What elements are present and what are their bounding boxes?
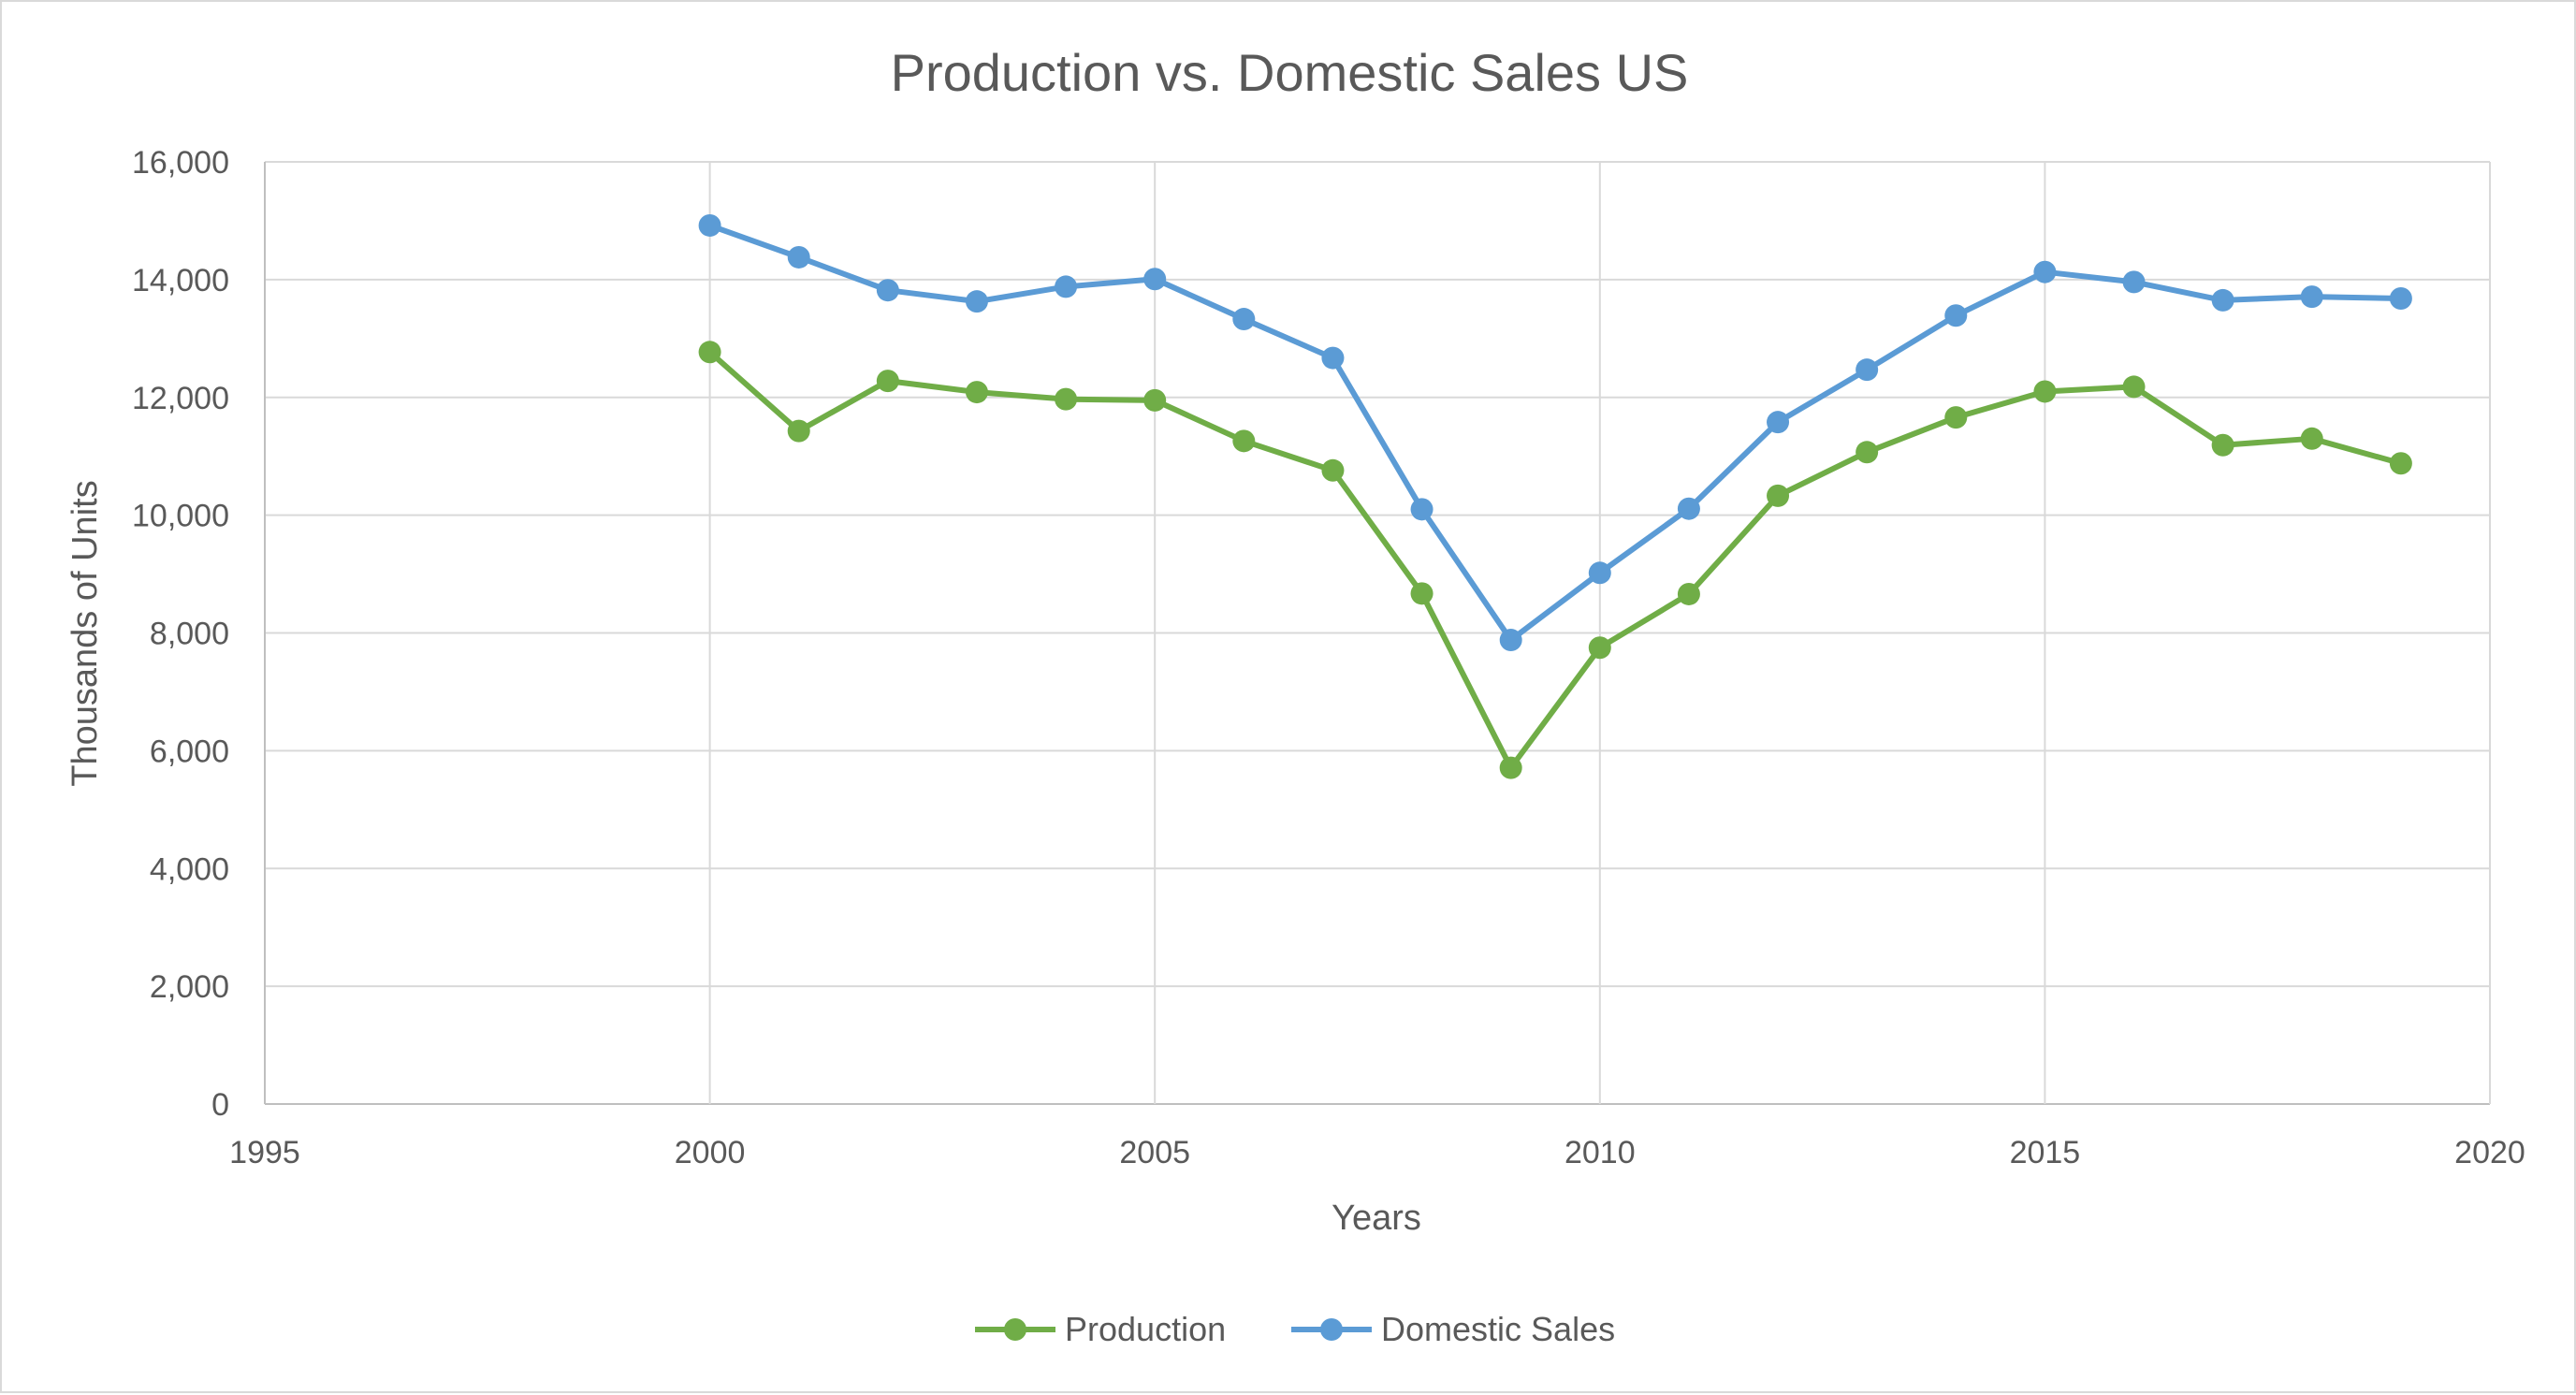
data-point-domestic-sales[interactable]	[787, 245, 810, 269]
y-tick-label: 14,000	[132, 263, 229, 298]
data-series	[698, 213, 2412, 779]
data-point-production[interactable]	[2300, 427, 2323, 450]
legend-marker-domestic-sales	[1320, 1318, 1343, 1341]
data-point-production[interactable]	[1588, 636, 1611, 660]
x-tick-label: 2010	[1565, 1135, 1636, 1170]
data-point-production[interactable]	[2389, 452, 2412, 475]
series-line-production	[706, 349, 2404, 771]
y-tick-label: 4,000	[150, 851, 229, 887]
data-point-production[interactable]	[1143, 388, 1167, 412]
data-point-domestic-sales[interactable]	[1410, 498, 1434, 521]
data-point-domestic-sales[interactable]	[965, 290, 988, 313]
data-point-production[interactable]	[787, 419, 810, 443]
legend-marker-production	[1004, 1318, 1026, 1341]
data-point-domestic-sales[interactable]	[1856, 358, 1879, 382]
data-point-domestic-sales[interactable]	[1767, 411, 1790, 434]
data-point-domestic-sales[interactable]	[1677, 497, 1700, 520]
x-axis-title: Years	[1332, 1199, 1421, 1238]
data-point-production[interactable]	[1321, 458, 1345, 482]
data-point-production[interactable]	[965, 381, 988, 404]
y-tick-label: 16,000	[132, 145, 229, 181]
data-point-domestic-sales[interactable]	[2122, 270, 2146, 294]
data-point-domestic-sales[interactable]	[1143, 268, 1167, 291]
y-tick-label: 10,000	[132, 499, 229, 534]
legend: Production Domestic Sales	[975, 1310, 1615, 1348]
legend-item-domestic-sales[interactable]: Domestic Sales	[1291, 1310, 1615, 1348]
data-point-domestic-sales[interactable]	[876, 279, 899, 302]
data-point-production[interactable]	[2122, 375, 2146, 399]
y-tick-label: 8,000	[150, 617, 229, 652]
data-point-production[interactable]	[1856, 441, 1879, 464]
series-production	[698, 341, 2412, 779]
data-point-production[interactable]	[1232, 429, 1256, 453]
data-point-domestic-sales[interactable]	[698, 213, 721, 237]
data-point-production[interactable]	[2033, 380, 2057, 403]
data-point-domestic-sales[interactable]	[2211, 288, 2234, 312]
gridlines	[264, 161, 2491, 1105]
data-point-domestic-sales[interactable]	[1499, 629, 1522, 652]
legend-label-domestic-sales: Domestic Sales	[1381, 1310, 1615, 1348]
data-point-domestic-sales[interactable]	[1232, 308, 1256, 331]
data-point-domestic-sales[interactable]	[1588, 561, 1611, 585]
data-point-production[interactable]	[1055, 387, 1078, 411]
data-point-production[interactable]	[1499, 756, 1522, 779]
y-tick-label: 0	[211, 1087, 229, 1123]
data-point-domestic-sales[interactable]	[2033, 260, 2057, 283]
data-point-production[interactable]	[1677, 582, 1700, 605]
axes: 0 2,000 4,000 6,000 8,000 10,000 12,000 14,000 1…	[132, 145, 2525, 1170]
series-line-domestic-sales	[706, 222, 2404, 644]
y-tick-label: 6,000	[150, 734, 229, 769]
data-point-production[interactable]	[2211, 433, 2234, 457]
x-tick-label: 2015	[2010, 1135, 2081, 1170]
data-point-production[interactable]	[1410, 582, 1434, 605]
x-tick-label: 2000	[675, 1135, 746, 1170]
y-tick-label: 2,000	[150, 969, 229, 1005]
data-point-domestic-sales[interactable]	[1321, 346, 1345, 370]
legend-item-production[interactable]: Production	[975, 1310, 1226, 1348]
y-tick-label: 12,000	[132, 381, 229, 416]
x-tick-label: 1995	[229, 1135, 300, 1170]
legend-label-production: Production	[1065, 1310, 1226, 1348]
x-tick-label: 2005	[1119, 1135, 1190, 1170]
y-axis-title: Thousands of Units	[65, 480, 105, 786]
data-point-production[interactable]	[698, 341, 721, 364]
data-point-domestic-sales[interactable]	[2389, 287, 2412, 311]
data-point-production[interactable]	[1944, 406, 1968, 429]
x-tick-label: 2020	[2454, 1135, 2525, 1170]
data-point-production[interactable]	[1767, 484, 1790, 507]
series-domestic-sales	[698, 213, 2412, 652]
data-point-domestic-sales[interactable]	[2300, 285, 2323, 309]
chart-title: Production vs. Domestic Sales US	[891, 43, 1689, 102]
data-point-domestic-sales[interactable]	[1055, 275, 1078, 298]
data-point-domestic-sales[interactable]	[1944, 304, 1968, 327]
data-point-production[interactable]	[876, 370, 899, 393]
